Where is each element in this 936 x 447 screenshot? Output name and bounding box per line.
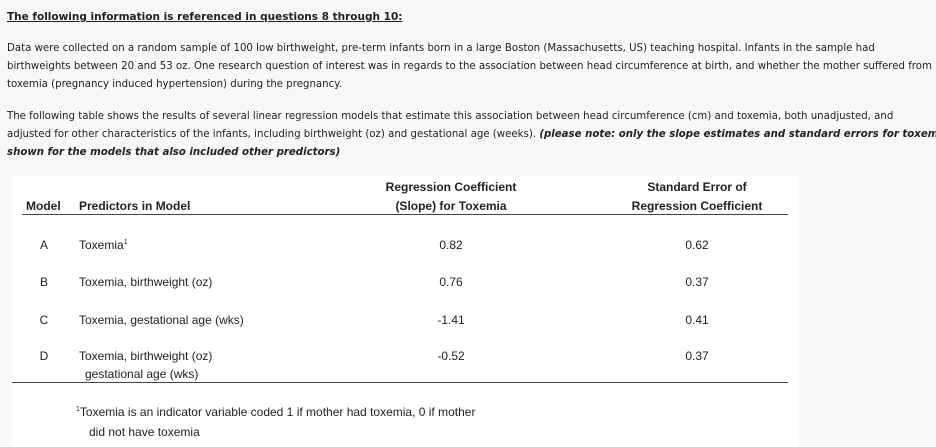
cell: Toxemia, birthweight (oz): [79, 275, 213, 289]
paragraph-line: adjusted for other characteristics of th…: [7, 129, 537, 140]
footnote-mark: 1: [123, 239, 128, 246]
cell: -0.52: [437, 349, 465, 363]
cell: 0.41: [685, 313, 709, 327]
cell: D: [39, 349, 49, 363]
cell: 0.37: [685, 275, 709, 289]
cell: 0.62: [685, 238, 709, 252]
header-cell: Standard Error of: [647, 180, 747, 194]
cell: gestational age (wks): [85, 367, 199, 381]
heading: The following information is referenced …: [7, 11, 403, 23]
header-cell: Regression Coefficient: [631, 199, 763, 213]
cell: 0.76: [439, 275, 463, 289]
paragraph-line: The following table shows the results of…: [7, 111, 894, 122]
paragraph-line: toxemia (pregnancy induced hypertension)…: [7, 79, 343, 90]
bottom-rule: [12, 382, 788, 383]
note: shown for the models that also included …: [7, 147, 341, 158]
paragraph-line: Data were collected on a random sample o…: [7, 43, 875, 54]
cell: 0.37: [685, 349, 709, 363]
cell: -1.41: [437, 313, 465, 327]
note: (please note: only the slope estimates a…: [539, 129, 936, 140]
footnote-mark: 1: [76, 406, 80, 413]
header-rule: [22, 214, 788, 215]
header-cell: (Slope) for Toxemia: [395, 199, 507, 213]
cell: 0.82: [439, 238, 463, 252]
paragraph-line: birthweights between 20 and 53 oz. One r…: [7, 61, 932, 72]
header-cell: Regression Coefficient: [385, 180, 517, 194]
footnote: 1Toxemia is an indicator variable coded …: [76, 405, 475, 419]
cell: B: [39, 275, 49, 289]
paragraph-line-group: adjusted for other characteristics of th…: [7, 129, 936, 140]
cell: C: [39, 313, 49, 327]
cell-text: Toxemia: [79, 238, 124, 252]
cell: Toxemia, gestational age (wks): [79, 313, 244, 327]
footnote: did not have toxemia: [89, 425, 200, 439]
header-cell: Predictors in Model: [79, 199, 191, 213]
footnote-text: Toxemia is an indicator variable coded 1…: [79, 405, 476, 419]
cell: A: [39, 238, 49, 252]
cell: Toxemia, birthweight (oz): [79, 349, 213, 363]
table: Model Predictors in Model Regression Coe…: [12, 176, 799, 447]
header-cell: Model: [26, 199, 61, 213]
cell: Toxemia1: [79, 238, 128, 252]
